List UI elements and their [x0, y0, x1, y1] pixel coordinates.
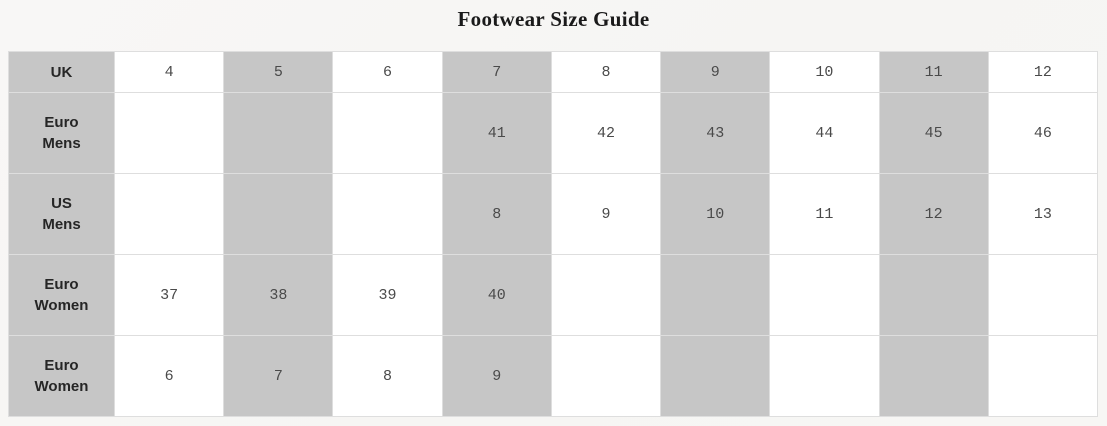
size-cell: 42	[550, 92, 662, 175]
table-row-euro-women-uk-sizes: Euro Women 6 7 8 9	[8, 335, 1099, 417]
table-row-euro-women-sizes: Euro Women 37 38 39 40	[8, 254, 1099, 337]
size-cell: 41	[441, 92, 552, 175]
row-label-uk: UK	[8, 50, 115, 94]
table-row-us-mens: US Mens 8 9 10 11 12 13	[8, 173, 1099, 256]
size-cell	[769, 335, 880, 417]
row-label-euro-women: Euro Women	[8, 335, 115, 417]
row-label-euro-mens: Euro Mens	[8, 92, 115, 175]
size-cell: 11	[878, 50, 989, 94]
size-cell: 12	[878, 173, 989, 256]
size-cell: 9	[441, 335, 552, 417]
size-cell: 12	[987, 50, 1099, 94]
size-cell	[987, 335, 1099, 417]
size-cell: 10	[660, 173, 771, 256]
size-cell	[987, 254, 1099, 337]
size-cell	[660, 335, 771, 417]
size-cell	[332, 92, 443, 175]
size-cell	[769, 254, 880, 337]
size-cell: 38	[223, 254, 334, 337]
size-cell	[223, 173, 334, 256]
size-cell: 6	[113, 335, 225, 417]
size-guide-table: UK 4 5 6 7 8 9 10 11 12 Euro Mens 41 42 …	[8, 50, 1099, 417]
table-row-uk: UK 4 5 6 7 8 9 10 11 12	[8, 50, 1099, 94]
size-cell	[878, 254, 989, 337]
size-cell	[113, 173, 225, 256]
size-cell: 13	[987, 173, 1099, 256]
size-cell: 45	[878, 92, 989, 175]
size-cell	[878, 335, 989, 417]
size-cell: 39	[332, 254, 443, 337]
table-row-euro-mens: Euro Mens 41 42 43 44 45 46	[8, 92, 1099, 175]
size-cell: 9	[550, 173, 662, 256]
size-cell: 40	[441, 254, 552, 337]
size-cell	[332, 173, 443, 256]
size-cell	[113, 92, 225, 175]
size-cell: 8	[550, 50, 662, 94]
size-cell: 5	[223, 50, 334, 94]
size-cell	[550, 335, 662, 417]
size-cell: 4	[113, 50, 225, 94]
size-cell: 46	[987, 92, 1099, 175]
size-cell: 8	[441, 173, 552, 256]
page-title: Footwear Size Guide	[457, 7, 650, 31]
size-cell: 10	[769, 50, 880, 94]
size-cell	[550, 254, 662, 337]
size-cell: 44	[769, 92, 880, 175]
size-cell	[223, 92, 334, 175]
size-cell: 43	[660, 92, 771, 175]
size-cell: 9	[660, 50, 771, 94]
size-cell	[660, 254, 771, 337]
row-label-euro-women: Euro Women	[8, 254, 115, 337]
size-cell: 8	[332, 335, 443, 417]
size-cell: 7	[223, 335, 334, 417]
size-cell: 11	[769, 173, 880, 256]
size-cell: 7	[441, 50, 552, 94]
size-cell: 37	[113, 254, 225, 337]
row-label-us-mens: US Mens	[8, 173, 115, 256]
size-cell: 6	[332, 50, 443, 94]
